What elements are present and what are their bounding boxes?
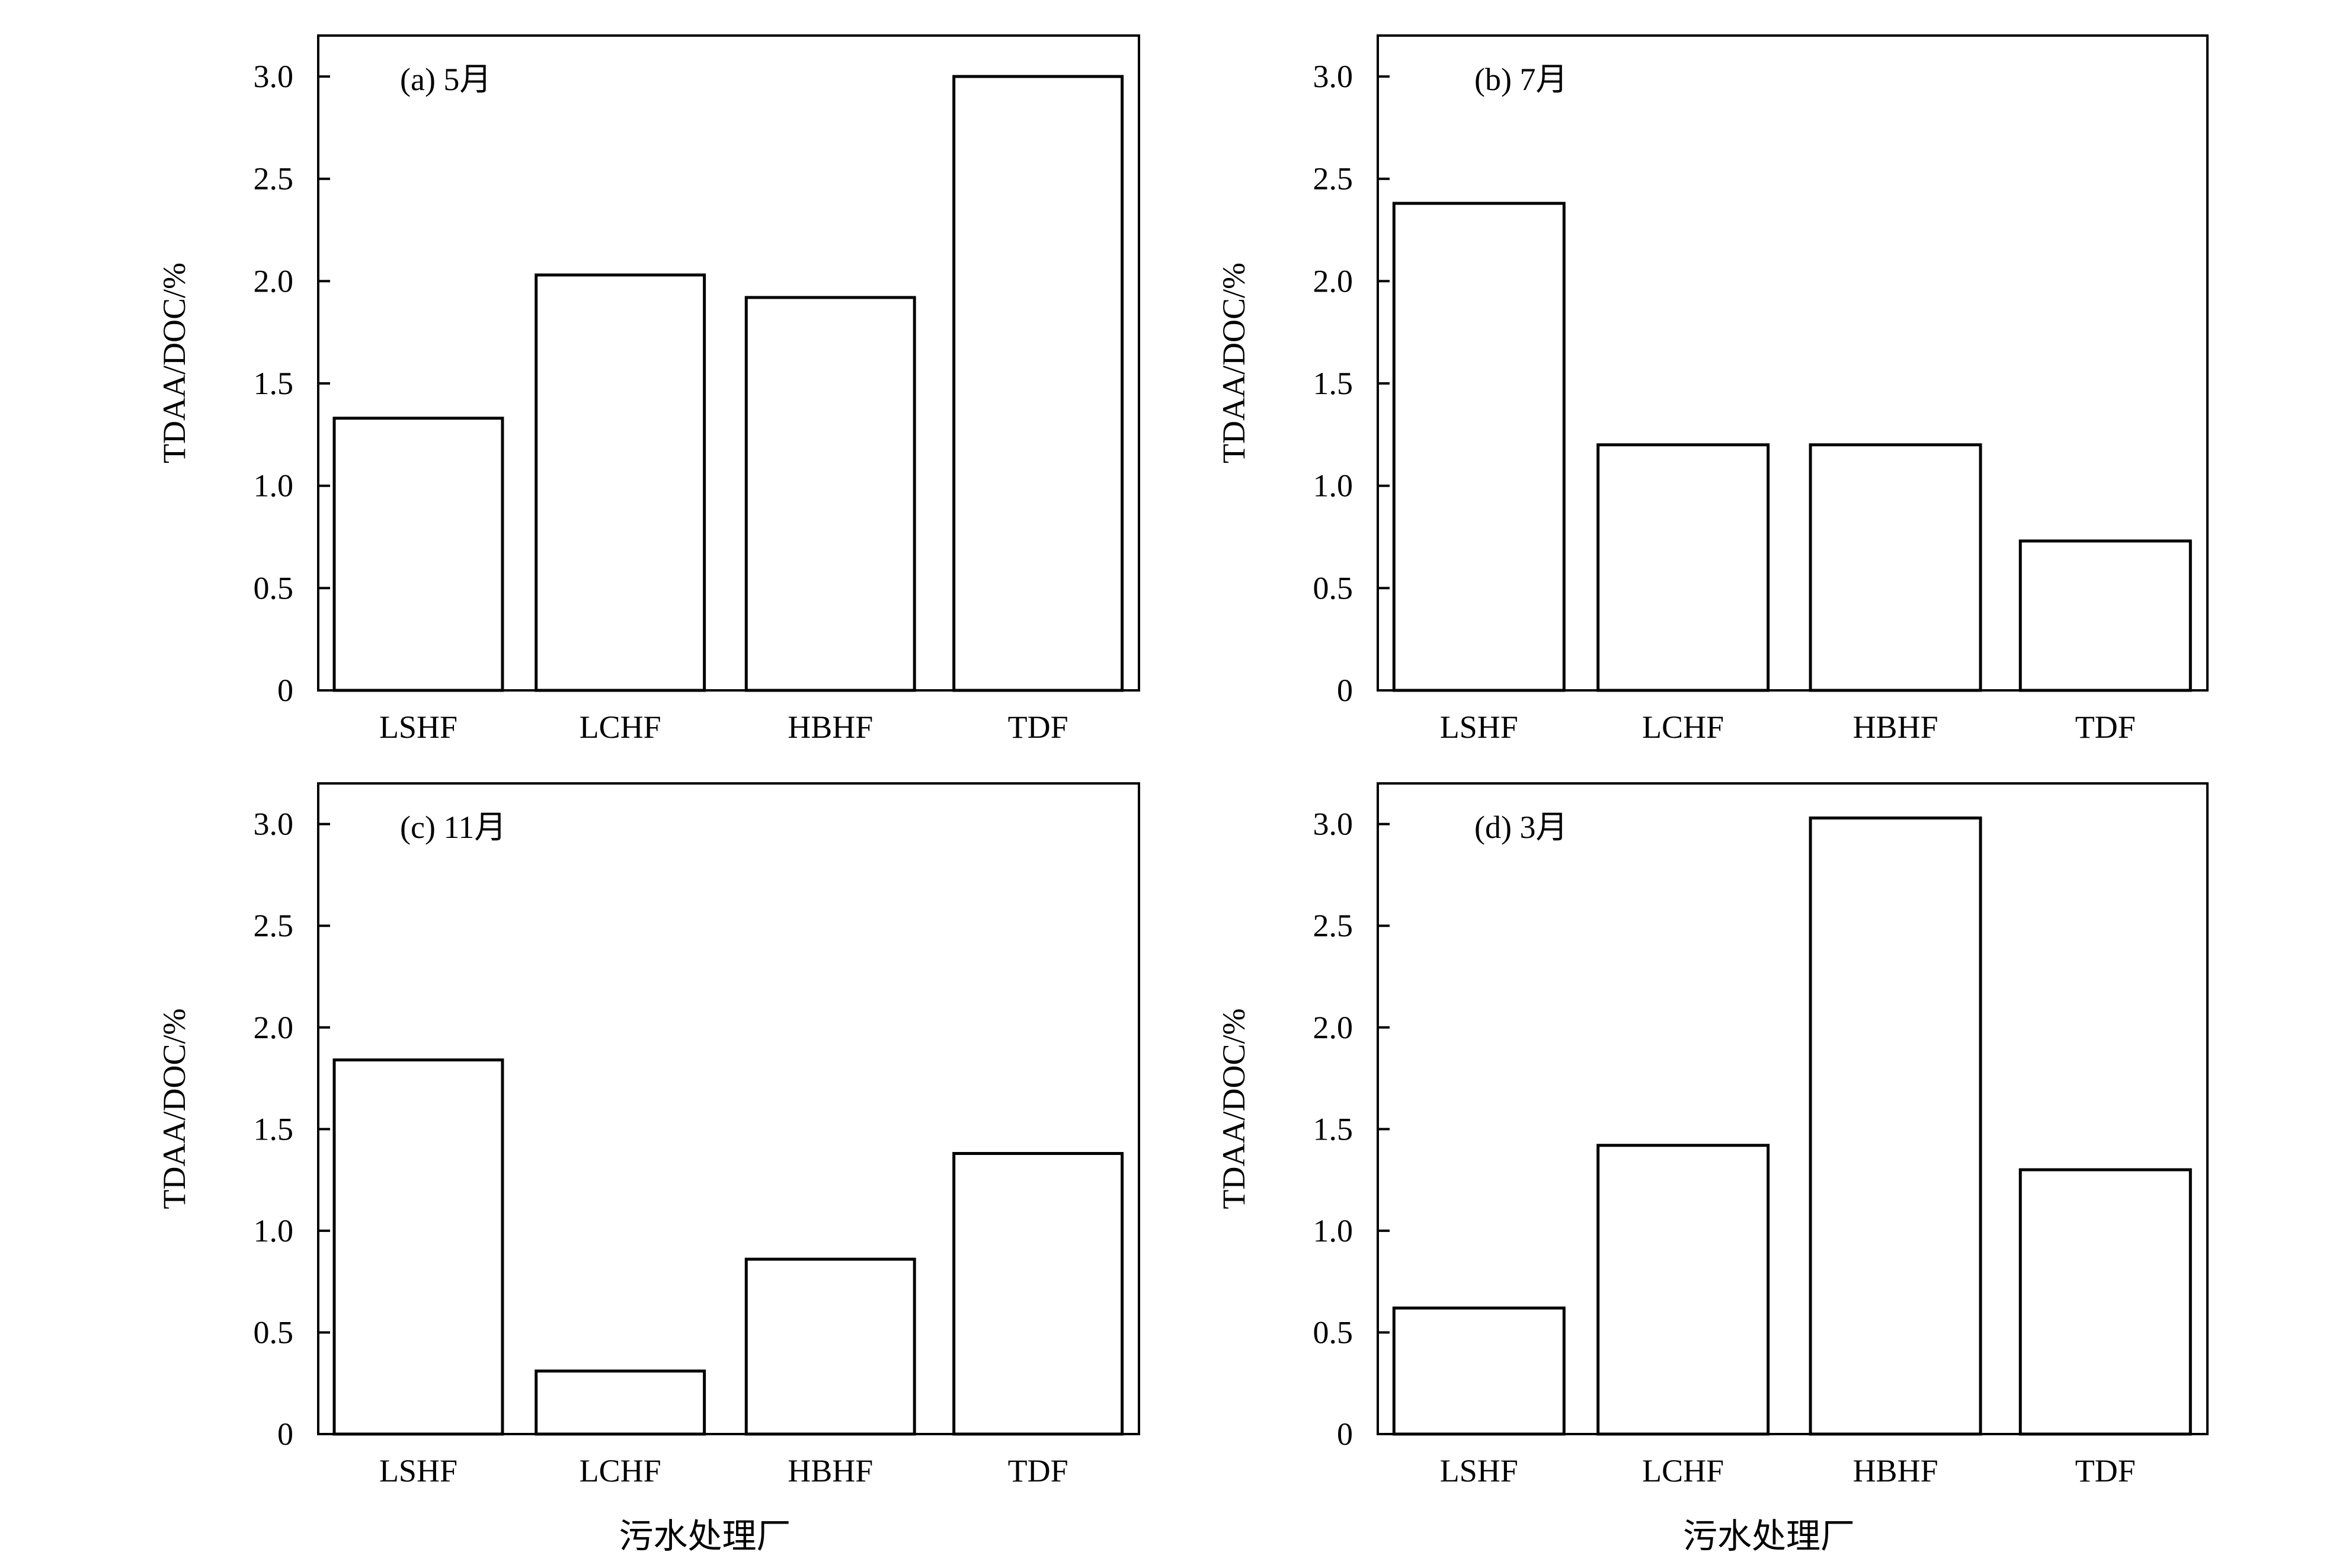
chart-1-bar-tdf bbox=[2018, 539, 2192, 692]
chart-2-ytick-label: 0.5 bbox=[254, 1314, 294, 1350]
chart-1-bar-lchf bbox=[1596, 443, 1770, 692]
chart-0-xtick-label: TDF bbox=[1008, 709, 1068, 745]
chart-3-y-axis-title: TDAA/DOC/% bbox=[1216, 1009, 1252, 1209]
chart-1-y-axis-title: TDAA/DOC/% bbox=[1216, 263, 1252, 463]
chart-1-ytick-label: 0 bbox=[1337, 673, 1353, 708]
chart-3-ytick-label: 1.0 bbox=[1313, 1213, 1353, 1249]
chart-2-ytick-label: 2.5 bbox=[254, 908, 294, 943]
chart-2-xtick-label: TDF bbox=[1008, 1453, 1068, 1489]
chart-0-xtick-label: LCHF bbox=[580, 709, 661, 745]
chart-2-xtick-label: HBHF bbox=[788, 1453, 873, 1489]
chart-0-bar-lchf bbox=[535, 273, 706, 692]
chart-0-bar-hbhf bbox=[744, 296, 916, 692]
chart-1-bar-hbhf bbox=[1809, 443, 1982, 692]
chart-0-ytick-label: 1.0 bbox=[254, 468, 294, 504]
chart-2-y-axis-title: TDAA/DOC/% bbox=[156, 1009, 192, 1209]
chart-1-ytick-label: 2.5 bbox=[1313, 161, 1353, 197]
chart-3-bar-lshf bbox=[1392, 1306, 1566, 1436]
chart-1-plot-frame bbox=[1377, 34, 2209, 692]
chart-3-ytick-label: 2.5 bbox=[1313, 908, 1353, 943]
chart-2-bar-hbhf bbox=[744, 1257, 916, 1436]
chart-0-plot-frame bbox=[317, 34, 1140, 692]
chart-3-ytick-label: 1.5 bbox=[1313, 1111, 1353, 1147]
chart-2-ytick-label: 1.5 bbox=[254, 1111, 294, 1147]
chart-2-xtick-label: LSHF bbox=[379, 1453, 457, 1489]
chart-0-bar-tdf bbox=[952, 75, 1124, 692]
chart-0-xtick-label: LSHF bbox=[379, 709, 457, 745]
chart-3-ytick-label: 2.0 bbox=[1313, 1010, 1353, 1045]
chart-1-panel: 0 0.5 1.0 1.5 2.0 2.5 3.0 LSHF LCHF HBHF TDF (b) 7月… bbox=[1216, 34, 2209, 745]
chart-3-plot-frame bbox=[1377, 782, 2209, 1435]
chart-0-ytick-label: 0.5 bbox=[254, 570, 294, 606]
chart-0-bar-lshf bbox=[332, 417, 504, 692]
chart-0-ytick-label: 0 bbox=[277, 673, 293, 708]
chart-3-bar-tdf bbox=[2018, 1168, 2192, 1436]
chart-3-xtick-label: TDF bbox=[2075, 1453, 2136, 1489]
chart-2-panel-label: (c) 11月 bbox=[400, 809, 506, 845]
chart-2-plot-frame bbox=[317, 782, 1140, 1435]
chart-3-bar-hbhf bbox=[1809, 816, 1982, 1436]
chart-1-ytick-label: 1.0 bbox=[1313, 468, 1353, 504]
chart-2-ytick-label: 3.0 bbox=[254, 807, 294, 842]
chart-1-panel-label: (b) 7月 bbox=[1474, 62, 1567, 97]
chart-3-xtick-label: LSHF bbox=[1440, 1453, 1518, 1489]
chart-1-xtick-label: HBHF bbox=[1853, 709, 1938, 745]
chart-1-ytick-label: 3.0 bbox=[1313, 59, 1353, 94]
chart-2-bar-tdf bbox=[952, 1151, 1124, 1436]
chart-2-panel: 0 0.5 1.0 1.5 2.0 2.5 3.0 LSHF LCHF HBHF TDF (c) 11… bbox=[156, 782, 1140, 1556]
chart-3-xtick-label: LCHF bbox=[1642, 1453, 1724, 1489]
chart-2-bar-lchf bbox=[535, 1369, 706, 1436]
chart-3-x-axis-title: 污水处理厂 bbox=[1683, 1517, 1855, 1556]
chart-2-ytick-label: 1.0 bbox=[254, 1213, 294, 1249]
chart-1-bar-lshf bbox=[1392, 201, 1566, 692]
chart-2-xtick-label: LCHF bbox=[580, 1453, 661, 1489]
chart-1-xtick-label: LSHF bbox=[1440, 709, 1518, 745]
chart-0-ytick-label: 2.5 bbox=[254, 161, 294, 197]
chart-1-xtick-label: TDF bbox=[2075, 709, 2136, 745]
chart-3-bar-lchf bbox=[1596, 1144, 1770, 1436]
chart-2-x-axis-title: 污水处理厂 bbox=[619, 1517, 791, 1556]
chart-0-ytick-label: 2.0 bbox=[254, 263, 294, 299]
chart-3-panel-label: (d) 3月 bbox=[1474, 809, 1567, 845]
chart-2-ytick-label: 0 bbox=[277, 1416, 293, 1452]
chart-0-y-axis-title: TDAA/DOC/% bbox=[156, 263, 192, 463]
chart-0-panel-label: (a) 5月 bbox=[400, 62, 491, 97]
chart-1-xtick-label: LCHF bbox=[1642, 709, 1724, 745]
chart-2-bar-lshf bbox=[332, 1058, 504, 1436]
chart-3-ytick-label: 3.0 bbox=[1313, 807, 1353, 842]
chart-1-ytick-label: 2.0 bbox=[1313, 263, 1353, 299]
chart-0-ytick-label: 1.5 bbox=[254, 366, 294, 401]
chart-0-ytick-label: 3.0 bbox=[254, 59, 294, 94]
chart-0-panel: 0 0.5 1.0 1.5 2.0 2.5 3.0 LSHF LCHF HBHF TDF (a) 5月… bbox=[156, 34, 1140, 745]
chart-3-ytick-label: 0 bbox=[1337, 1416, 1353, 1452]
chart-0-xtick-label: HBHF bbox=[788, 709, 873, 745]
chart-1-ytick-label: 1.5 bbox=[1313, 366, 1353, 401]
chart-2-ytick-label: 2.0 bbox=[254, 1010, 294, 1045]
chart-3-ytick-label: 0.5 bbox=[1313, 1314, 1353, 1350]
chart-1-ytick-label: 0.5 bbox=[1313, 570, 1353, 606]
chart-3-panel: 0 0.5 1.0 1.5 2.0 2.5 3.0 LSHF LCHF HBHF TDF (d) 3月… bbox=[1216, 782, 2209, 1556]
chart-3-xtick-label: HBHF bbox=[1853, 1453, 1938, 1489]
